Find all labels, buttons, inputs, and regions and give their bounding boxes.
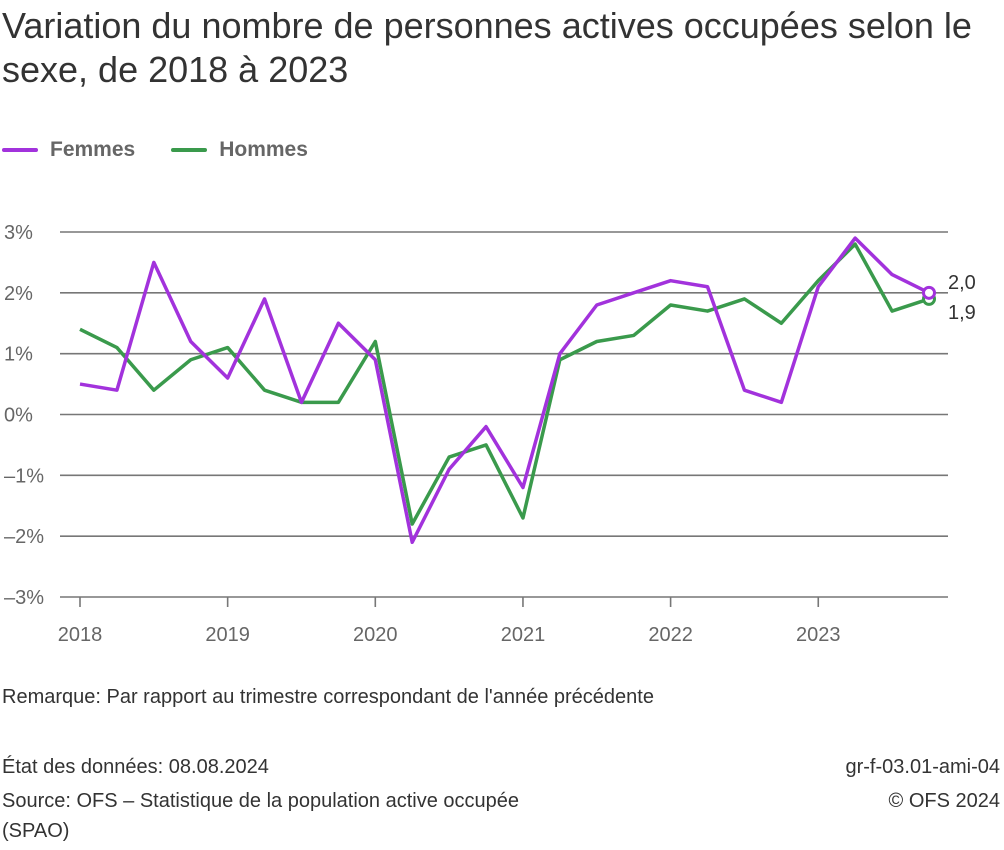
legend-item-femmes[interactable]: Femmes: [2, 138, 135, 162]
source-line-1: Source: OFS – Statistique de la populati…: [2, 790, 519, 812]
y-tick-label: 0%: [4, 405, 33, 427]
legend-item-hommes[interactable]: Hommes: [171, 138, 308, 162]
y-tick-label: 2%: [4, 283, 33, 305]
y-tick-label: 3%: [4, 222, 33, 244]
data-state: État des données: 08.08.2024: [2, 756, 269, 778]
chart-title: Variation du nombre de personnes actives…: [2, 5, 972, 90]
x-tick-label: 2020: [353, 624, 398, 646]
y-tick-label: –3%: [4, 587, 44, 609]
end-label-hommes: 1,9: [948, 302, 976, 324]
x-tick-label: 2018: [58, 624, 103, 646]
legend-swatch-femmes: [2, 148, 38, 152]
end-label-femmes: 2,0: [948, 272, 976, 294]
chart-code: gr-f-03.01-ami-04: [845, 756, 1000, 778]
x-tick-label: 2023: [796, 624, 841, 646]
copyright: © OFS 2024: [888, 790, 1000, 812]
y-tick-label: 1%: [4, 344, 33, 366]
x-tick-label: 2022: [648, 624, 693, 646]
legend: Femmes Hommes: [2, 138, 308, 162]
x-tick-label: 2019: [205, 624, 250, 646]
legend-label-femmes: Femmes: [50, 138, 136, 161]
legend-swatch-hommes: [171, 148, 208, 152]
x-tick-label: 2021: [501, 624, 546, 646]
remark: Remarque: Par rapport au trimestre corre…: [2, 686, 654, 708]
series-line-femmes: [79, 236, 930, 544]
end-point-femmes: [922, 285, 936, 300]
y-tick-label: –1%: [4, 465, 44, 487]
source-line-2: (SPAO): [2, 820, 70, 842]
series-line-hommes: [79, 242, 930, 526]
legend-label-hommes: Hommes: [219, 138, 308, 161]
line-chart: 3% 2% 1% 0% –1% –2% –3% 2018 2019 2020 2021 2022 202…: [4, 222, 976, 646]
y-tick-label: –2%: [4, 526, 44, 548]
